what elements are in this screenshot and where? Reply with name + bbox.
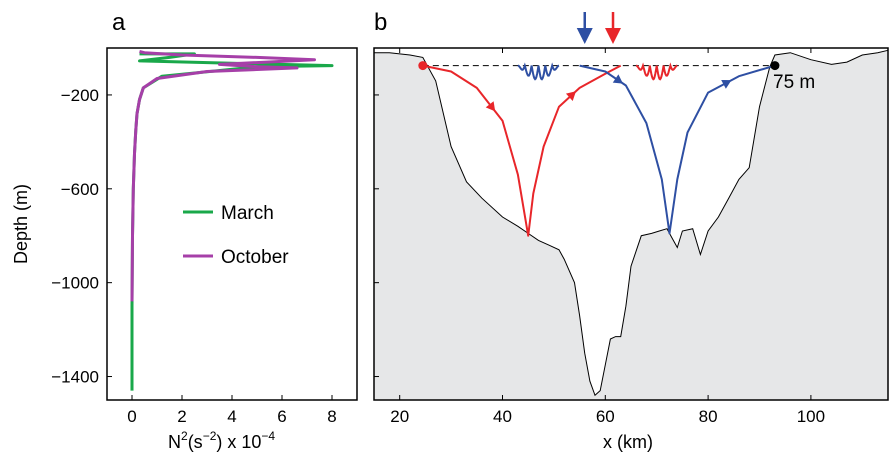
x-tick-label: 20 [390, 407, 409, 426]
ray-path-red_path [422, 64, 622, 237]
xlabel-rest: ) x 10 [216, 432, 261, 452]
legend-march-label: March [221, 203, 274, 224]
legend: March October [183, 203, 289, 268]
panel-a-x-ticks: 0 2 4 6 8 [127, 395, 337, 426]
top-arrows [576, 12, 622, 44]
x-tick-label: 2 [177, 407, 186, 426]
depth-annotation: 75 m [773, 72, 815, 93]
terrain-fill [374, 50, 888, 401]
panel-b: b 20 40 60 80 100 x (km) 75 m [373, 9, 889, 452]
panel-b-y-ticks [374, 94, 379, 378]
panel-a-plot-area [130, 50, 334, 391]
black-dot [770, 61, 780, 71]
xlabel-rest-sup: −4 [261, 429, 275, 443]
panel-a-frame [106, 47, 358, 401]
x-tick-label: 4 [227, 407, 236, 426]
x-tick-label: 100 [797, 407, 825, 426]
xlabel-base: N [168, 432, 181, 452]
y-tick-label: −200 [61, 86, 99, 105]
panel-a-ylabel: Depth (m) [11, 184, 31, 264]
ray-arrowhead [565, 91, 576, 101]
panel-a-label: a [112, 9, 126, 36]
panel-b-label: b [374, 9, 387, 36]
wave-packet-blue_path [517, 62, 560, 81]
series-line-october [130, 50, 316, 302]
bathymetry-line [374, 49, 889, 397]
panel-a-xlabel: N2(s−2) x 10−4 [168, 429, 275, 452]
xlabel-sup: 2 [181, 429, 188, 443]
x-tick-label: 60 [596, 407, 615, 426]
ray-arrowhead [485, 101, 496, 112]
x-tick-label: 8 [327, 407, 336, 426]
top-arrow-head [605, 28, 622, 44]
y-tick-label: −1000 [51, 274, 99, 293]
x-tick-label: 0 [127, 407, 136, 426]
wave-packet-red_path [635, 62, 678, 81]
panel-b-plot-area [374, 49, 889, 401]
xlabel-unit-sup: −2 [203, 429, 217, 443]
panel-b-frame [373, 47, 889, 401]
y-tick-label: −1400 [51, 368, 99, 387]
x-tick-label: 80 [699, 407, 718, 426]
panel-b-x-ticks: 20 40 60 80 100 [390, 48, 825, 426]
x-tick-label: 6 [277, 407, 286, 426]
x-tick-label: 40 [493, 407, 512, 426]
red-dot [418, 61, 428, 71]
ray-arrowhead [612, 74, 624, 84]
panel-a-y-ticks: −200 −600 −1000 −1400 [51, 86, 112, 387]
panel-b-xlabel: x (km) [603, 432, 653, 452]
xlabel-unit: (s [188, 432, 203, 452]
top-arrow-head [576, 28, 593, 44]
legend-october-label: October [221, 247, 289, 268]
ray-arrowhead [721, 79, 732, 89]
y-tick-label: −600 [61, 180, 99, 199]
